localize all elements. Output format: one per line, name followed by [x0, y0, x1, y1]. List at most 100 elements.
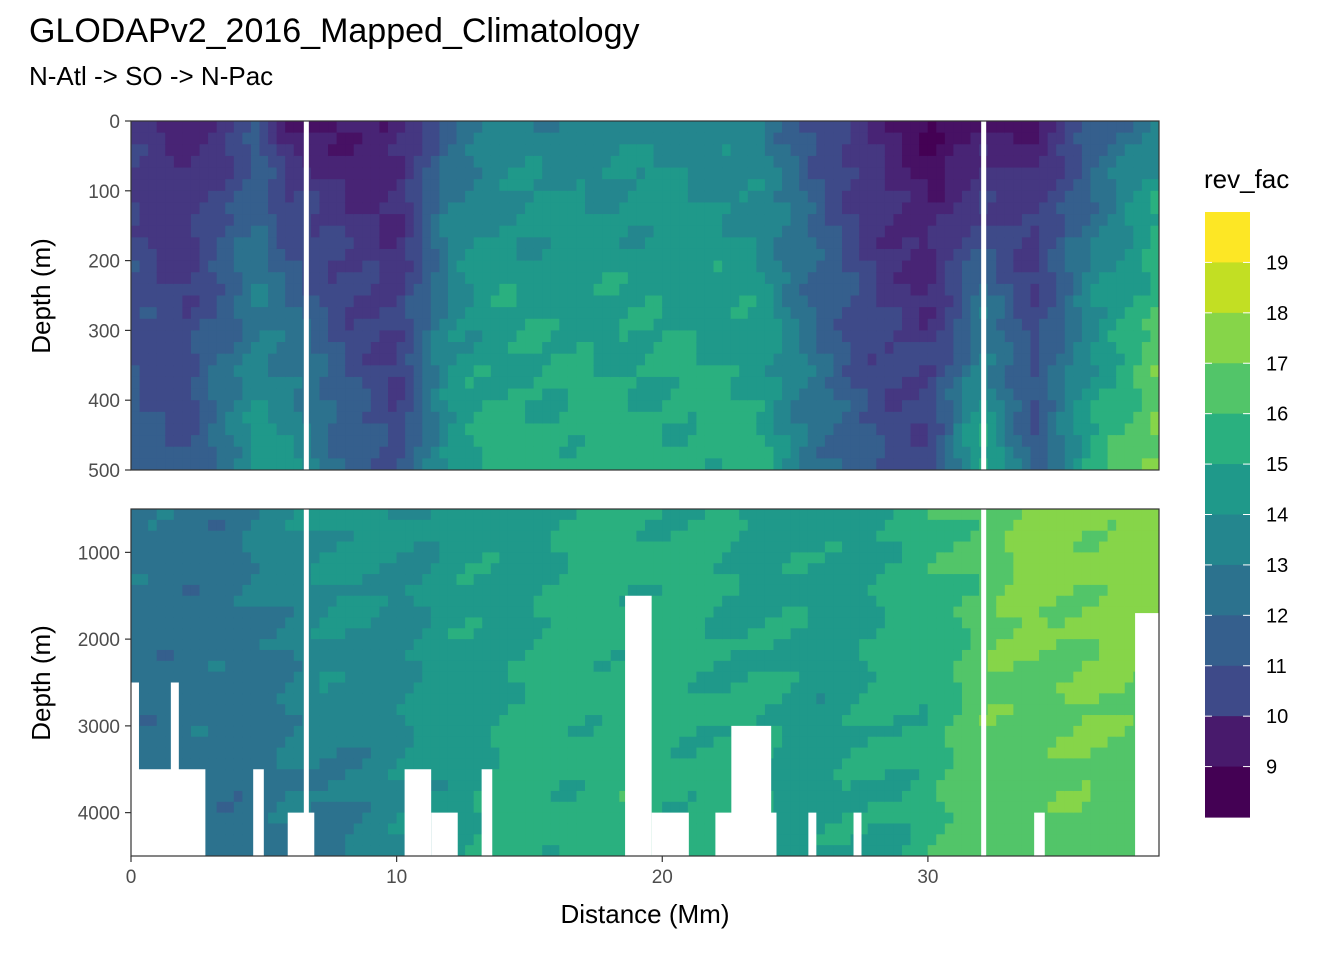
field-cell	[824, 411, 835, 425]
field-cell	[525, 214, 535, 227]
field-cell	[542, 225, 552, 239]
field-cell	[490, 801, 501, 814]
field-cell	[268, 747, 278, 760]
field-cell	[807, 237, 818, 250]
field-cell	[499, 225, 509, 239]
field-cell	[713, 400, 723, 413]
field-cell	[1039, 388, 1049, 401]
field-cell	[927, 202, 938, 215]
field-cell	[328, 628, 338, 640]
field-cell	[208, 693, 218, 705]
field-cell	[910, 365, 920, 378]
field-cell	[961, 400, 972, 413]
field-cell	[319, 411, 329, 425]
field-cell	[242, 342, 252, 355]
field-cell	[842, 435, 852, 448]
field-cell	[1081, 376, 1092, 390]
field-cell	[405, 190, 415, 204]
field-cell	[764, 214, 775, 227]
field-cell	[182, 330, 192, 343]
field-cell	[208, 736, 218, 749]
field-cell	[310, 790, 321, 803]
field-cell	[353, 812, 364, 825]
field-cell	[396, 660, 406, 673]
field-cell	[499, 121, 509, 134]
field-cell	[430, 704, 441, 716]
field-cell	[285, 435, 295, 448]
field-cell	[413, 435, 424, 448]
field-cell	[1116, 307, 1126, 320]
field-cell	[439, 584, 449, 597]
field-cell	[370, 260, 381, 274]
field-cell	[619, 225, 629, 239]
field-cell	[1013, 179, 1023, 192]
field-cell	[593, 283, 603, 297]
field-cell	[490, 780, 501, 792]
field-cell	[1133, 283, 1143, 297]
field-cell	[679, 144, 689, 157]
field-cell	[345, 790, 355, 803]
field-cell	[516, 132, 526, 146]
field-cell	[439, 411, 449, 425]
field-cell	[807, 330, 818, 343]
field-cell	[208, 628, 218, 640]
field-cell	[927, 411, 938, 425]
field-cell	[250, 458, 261, 470]
field-cell	[190, 225, 201, 239]
field-cell	[310, 411, 321, 425]
field-cell	[747, 318, 758, 332]
field-cell	[996, 365, 1006, 378]
field-cell	[208, 260, 218, 274]
field-cell	[1056, 295, 1066, 308]
field-cell	[585, 179, 595, 192]
field-cell	[1133, 295, 1143, 308]
field-cell	[242, 318, 252, 332]
field-cell	[422, 660, 432, 673]
field-cell	[567, 388, 578, 401]
field-cell	[139, 736, 149, 749]
field-cell	[585, 144, 595, 157]
field-cell	[593, 144, 603, 157]
field-cell	[747, 307, 758, 320]
field-cell	[156, 446, 167, 460]
gap-line	[981, 121, 987, 470]
field-cell	[893, 132, 903, 146]
field-cell	[653, 202, 663, 215]
field-cell	[1004, 121, 1015, 134]
field-cell	[370, 509, 381, 521]
field-cell	[593, 260, 603, 274]
field-cell	[944, 225, 955, 239]
field-cell	[1141, 237, 1152, 250]
field-cell	[679, 121, 689, 134]
field-cell	[490, 530, 501, 543]
field-cell	[1013, 318, 1023, 332]
field-cell	[379, 376, 389, 390]
field-cell	[713, 307, 723, 320]
field-cell	[165, 660, 175, 673]
field-cell	[473, 812, 484, 825]
field-cell	[482, 639, 492, 651]
field-cell	[876, 411, 886, 425]
field-cell	[370, 671, 381, 684]
field-cell	[902, 283, 912, 297]
field-cell	[328, 353, 338, 367]
field-cell	[824, 446, 835, 460]
field-cell	[585, 353, 595, 367]
field-cell	[713, 365, 723, 378]
field-cell	[345, 283, 355, 297]
field-cell	[139, 606, 149, 619]
field-cell	[422, 595, 432, 608]
field-cell	[499, 179, 509, 192]
field-cell	[1124, 295, 1135, 308]
field-cell	[225, 736, 235, 749]
field-cell	[353, 606, 364, 619]
field-cell	[439, 574, 449, 586]
field-cell	[567, 132, 578, 146]
field-cell	[610, 179, 621, 192]
field-cell	[405, 353, 415, 367]
field-cell	[893, 225, 903, 239]
field-cell	[439, 388, 449, 401]
field-cell	[328, 758, 338, 771]
field-cell	[1081, 388, 1092, 401]
field-cell	[199, 179, 209, 192]
